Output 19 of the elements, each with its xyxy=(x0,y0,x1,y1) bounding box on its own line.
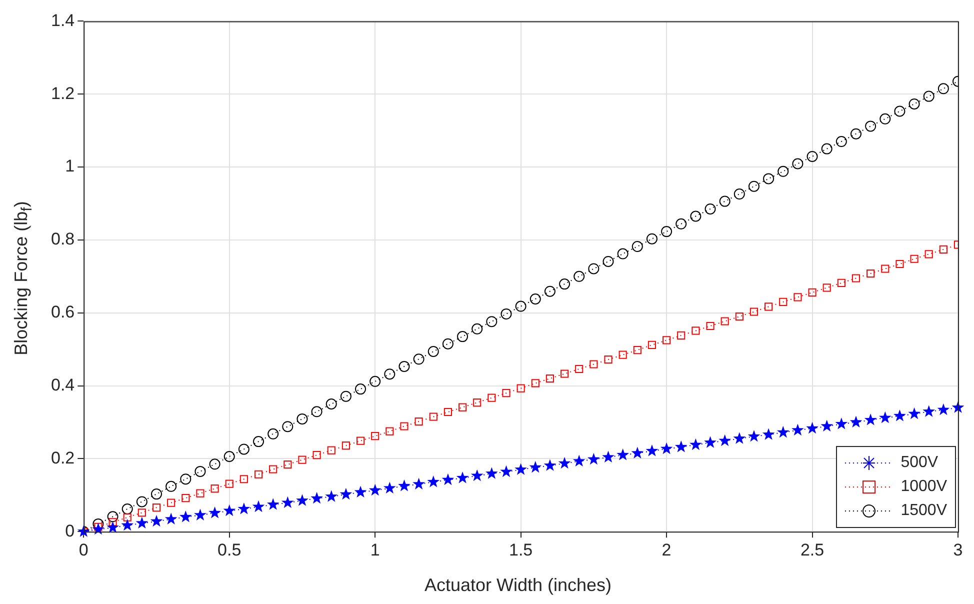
y-tick-label: 1 xyxy=(65,156,75,176)
x-tick-label: 0.5 xyxy=(218,540,242,560)
y-tick-label: 0.4 xyxy=(50,375,75,394)
y-tick-label: 0.8 xyxy=(50,230,75,249)
x-tick-label: 1.5 xyxy=(508,540,533,560)
legend-label: 1000V xyxy=(900,478,947,496)
x-tick-label: 0 xyxy=(78,540,88,560)
x-tick-label: 3 xyxy=(953,540,963,560)
legend-label: 1500V xyxy=(900,502,947,520)
y-tick-label: 1.4 xyxy=(50,10,75,30)
y-tick-label: 0 xyxy=(65,521,75,540)
y-tick-label: 0.6 xyxy=(50,302,75,322)
x-tick-label: 2 xyxy=(662,540,672,560)
x-axis-title: Actuator Width (inches) xyxy=(423,575,613,596)
x-tick-label: 1 xyxy=(370,540,380,560)
x-tick-label: 2.5 xyxy=(800,540,824,560)
y-tick-label: 0.2 xyxy=(50,448,75,468)
legend-label: 500V xyxy=(900,454,938,472)
y-tick-label: 1.2 xyxy=(50,84,75,103)
